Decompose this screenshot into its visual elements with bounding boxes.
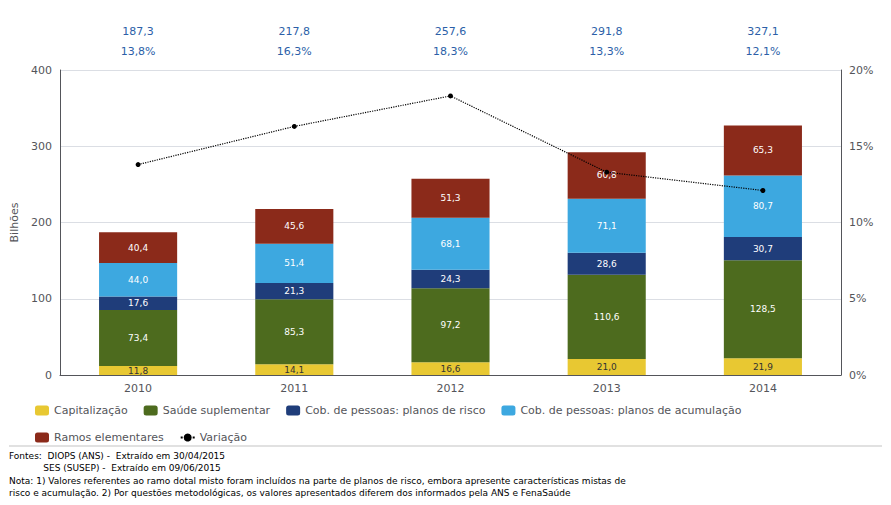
svg-text:400: 400 [31,64,52,77]
svg-text:24,3: 24,3 [440,274,460,284]
svg-text:Ramos elementares: Ramos elementares [54,431,164,444]
svg-text:128,5: 128,5 [750,304,776,314]
svg-text:Cob. de pessoas: planos de ris: Cob. de pessoas: planos de risco [305,404,486,417]
svg-text:71,1: 71,1 [597,221,617,231]
svg-text:17,6: 17,6 [128,298,148,308]
svg-text:0: 0 [45,369,52,382]
svg-text:Nota: 1) Valores referentes ao: Nota: 1) Valores referentes ao ramo dota… [9,476,626,486]
svg-text:44,0: 44,0 [128,275,148,285]
svg-text:40,4: 40,4 [128,243,148,253]
svg-text:21,9: 21,9 [753,362,773,372]
svg-text:73,4: 73,4 [128,333,148,343]
svg-text:68,1: 68,1 [440,239,460,249]
svg-text:11,8: 11,8 [128,366,148,376]
svg-text:327,1: 327,1 [747,25,779,38]
svg-text:45,6: 45,6 [284,221,304,231]
svg-text:5%: 5% [849,292,866,305]
svg-text:Cob. de pessoas: planos de acu: Cob. de pessoas: planos de acumulação [520,404,741,417]
svg-text:2010: 2010 [124,382,152,395]
svg-text:100: 100 [31,292,52,305]
svg-text:51,3: 51,3 [440,193,460,203]
svg-text:2011: 2011 [280,382,308,395]
svg-text:65,3: 65,3 [753,145,773,155]
svg-text:15%: 15% [849,140,873,153]
svg-text:0%: 0% [849,369,866,382]
svg-text:Saúde suplementar: Saúde suplementar [163,404,271,417]
svg-text:300: 300 [31,140,52,153]
svg-text:2012: 2012 [437,382,465,395]
svg-text:97,2: 97,2 [440,320,460,330]
svg-text:28,6: 28,6 [597,259,617,269]
svg-text:risco e acumulação. 2) Por que: risco e acumulação. 2) Por questões meto… [9,488,571,498]
svg-text:16,3%: 16,3% [277,45,312,58]
svg-text:257,6: 257,6 [435,25,467,38]
svg-text:60,8: 60,8 [597,170,617,180]
svg-text:Fontes: DIOPS (ANS) - Extraí: Fontes: DIOPS (ANS) - Extraído em 30/04/… [9,451,225,461]
svg-text:SES (SUSEP) - Extraído em 09/: SES (SUSEP) - Extraído em 09/06/2015 [9,463,221,473]
svg-text:Capitalização: Capitalização [54,404,128,417]
svg-text:16,6: 16,6 [440,364,460,374]
svg-text:10%: 10% [849,216,873,229]
svg-text:Bilhões: Bilhões [8,202,21,242]
svg-text:14,1: 14,1 [284,365,304,375]
svg-text:291,8: 291,8 [591,25,623,38]
svg-text:13,3%: 13,3% [589,45,624,58]
svg-text:51,4: 51,4 [284,258,304,268]
svg-text:13,8%: 13,8% [121,45,156,58]
svg-text:2014: 2014 [749,382,777,395]
svg-text:12,1%: 12,1% [745,45,780,58]
svg-text:110,6: 110,6 [594,312,620,322]
svg-text:21,3: 21,3 [284,286,304,296]
svg-text:21,0: 21,0 [597,362,617,372]
svg-text:2013: 2013 [593,382,621,395]
svg-text:18,3%: 18,3% [433,45,468,58]
svg-text:30,7: 30,7 [753,244,773,254]
svg-text:217,8: 217,8 [279,25,311,38]
svg-text:20%: 20% [849,64,873,77]
svg-text:Variação: Variação [200,431,248,444]
svg-text:80,7: 80,7 [753,201,773,211]
svg-text:85,3: 85,3 [284,327,304,337]
svg-text:200: 200 [31,216,52,229]
svg-text:187,3: 187,3 [122,25,154,38]
